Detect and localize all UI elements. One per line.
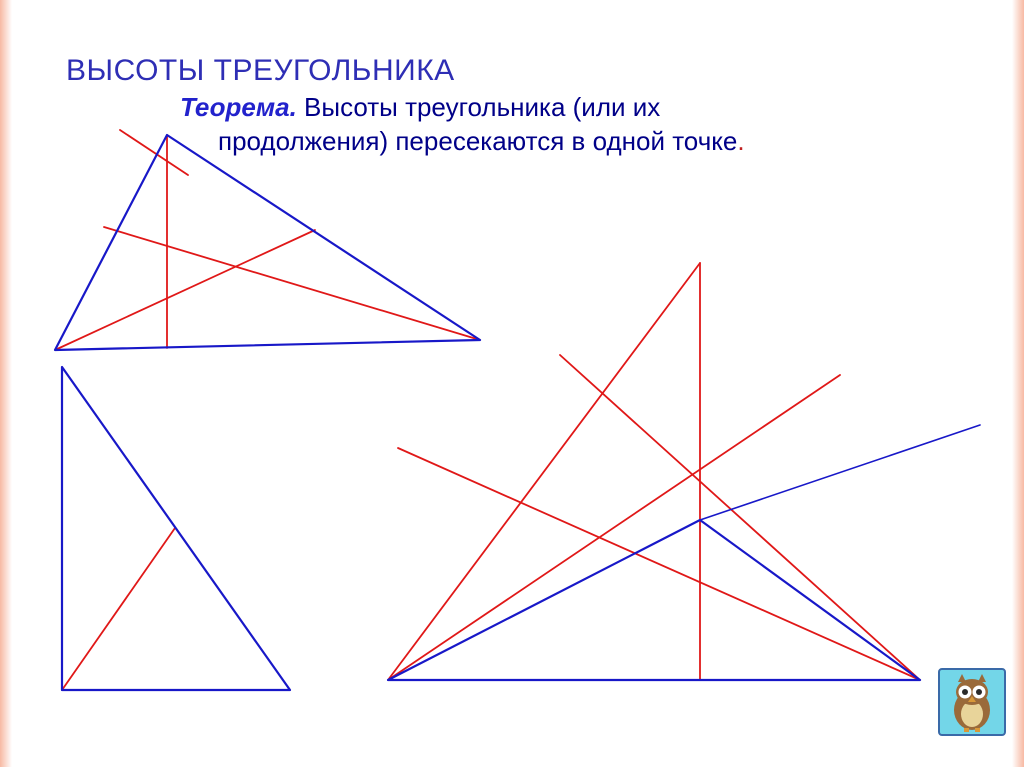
geometry-stage bbox=[0, 0, 1024, 767]
owl-icon bbox=[938, 668, 1006, 736]
slide: ВЫСОТЫ ТРЕУГОЛЬНИКА Теорема. Высоты треу… bbox=[0, 0, 1024, 767]
